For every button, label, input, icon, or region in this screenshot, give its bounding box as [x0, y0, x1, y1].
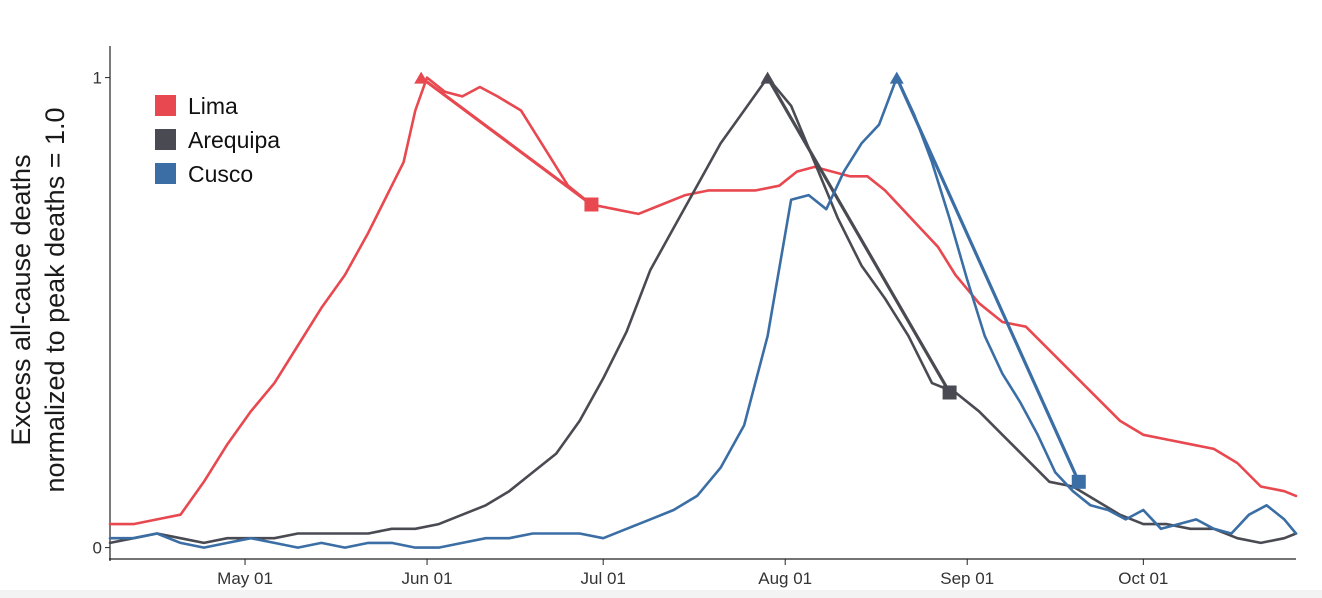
- series-arequipa: [108, 71, 1298, 545]
- end-marker-arequipa: [942, 385, 957, 400]
- series-lima: [108, 71, 1298, 526]
- x-tick-label: Jul 01: [581, 569, 626, 588]
- decay-fit-line-arequipa: [765, 75, 952, 395]
- legend: Lima Arequipa Cusco: [155, 93, 280, 187]
- legend-swatch-lima: [155, 95, 176, 116]
- y-tick-label: 0: [93, 539, 102, 558]
- end-marker-lima: [584, 197, 599, 212]
- x-tick-label: Sep 01: [940, 569, 994, 588]
- x-tick-label: Jun 01: [402, 569, 453, 588]
- x-tick-label: Aug 01: [758, 569, 812, 588]
- end-marker-cusco: [1071, 474, 1086, 489]
- legend-swatch-arequipa: [155, 129, 176, 150]
- legend-swatch-cusco: [155, 163, 176, 184]
- legend-label-lima: Lima: [188, 93, 238, 119]
- peak-marker-arequipa: [760, 71, 775, 84]
- y-axis-title-line-1: Excess all-cause deaths: [6, 154, 36, 445]
- y-tick-label: 1: [93, 69, 102, 88]
- series-line-lima: [108, 76, 1298, 526]
- decay-fit-line-lima: [419, 75, 594, 207]
- peak-marker-lima: [414, 71, 429, 84]
- decay-fit-line-cusco: [895, 75, 1081, 484]
- legend-label-arequipa: Arequipa: [188, 127, 280, 153]
- series-line-cusco: [108, 76, 1298, 549]
- series-layer: [108, 71, 1298, 549]
- series-line-arequipa: [108, 76, 1298, 545]
- y-axis-title: Excess all-cause deaths normalized to pe…: [6, 107, 70, 492]
- y-axis-title-line-2: normalized to peak deaths = 1.0: [40, 107, 70, 492]
- legend-label-cusco: Cusco: [188, 161, 253, 187]
- peak-marker-cusco: [889, 71, 904, 84]
- bottom-strip: [0, 590, 1322, 598]
- series-cusco: [108, 71, 1298, 549]
- x-tick-label: May 01: [217, 569, 273, 588]
- axes: May 01 Jun 01 Jul 01 Aug 01 Sep 01 Oct 01 0 1: [93, 46, 1296, 588]
- x-tick-label: Oct 01: [1118, 569, 1168, 588]
